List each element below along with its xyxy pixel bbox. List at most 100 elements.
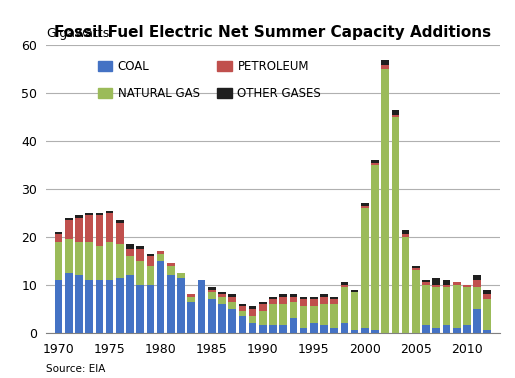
Bar: [249, 316, 256, 323]
Bar: [443, 280, 450, 285]
Bar: [361, 328, 369, 333]
Bar: [96, 213, 103, 215]
Bar: [126, 249, 134, 256]
Bar: [351, 290, 358, 292]
Bar: [340, 323, 348, 333]
Bar: [259, 304, 267, 311]
Bar: [330, 297, 338, 299]
Bar: [228, 302, 236, 309]
Bar: [198, 280, 205, 333]
Bar: [96, 246, 103, 280]
Bar: [259, 302, 267, 304]
Bar: [65, 239, 73, 273]
Bar: [361, 203, 369, 206]
Bar: [136, 246, 144, 249]
Bar: [218, 294, 226, 297]
Bar: [279, 297, 287, 304]
Bar: [116, 277, 124, 333]
Bar: [279, 294, 287, 297]
Bar: [330, 299, 338, 304]
Bar: [75, 275, 83, 333]
Bar: [310, 306, 318, 323]
Bar: [289, 294, 297, 297]
Bar: [249, 309, 256, 316]
Bar: [55, 232, 62, 234]
Bar: [238, 311, 246, 316]
Bar: [391, 115, 399, 117]
Bar: [65, 218, 73, 220]
Bar: [453, 328, 460, 333]
Bar: [136, 249, 144, 261]
Bar: [484, 294, 491, 299]
Bar: [412, 266, 420, 268]
Bar: [340, 282, 348, 285]
Bar: [473, 309, 481, 333]
Bar: [351, 292, 358, 330]
Bar: [443, 287, 450, 325]
Bar: [85, 242, 93, 280]
Bar: [412, 268, 420, 270]
Bar: [371, 160, 379, 163]
Bar: [228, 297, 236, 302]
Bar: [300, 299, 307, 306]
Bar: [208, 287, 216, 290]
Bar: [106, 213, 113, 242]
Bar: [382, 65, 389, 69]
Bar: [238, 316, 246, 333]
Bar: [136, 285, 144, 333]
Bar: [157, 254, 164, 261]
Bar: [433, 328, 440, 333]
Title: Fossil Fuel Electric Net Summer Capacity Additions: Fossil Fuel Electric Net Summer Capacity…: [55, 25, 491, 40]
Bar: [136, 261, 144, 285]
Bar: [453, 285, 460, 328]
Bar: [320, 294, 328, 297]
Bar: [269, 299, 277, 304]
Bar: [279, 325, 287, 333]
Bar: [463, 325, 471, 333]
Bar: [433, 285, 440, 287]
Bar: [75, 242, 83, 275]
Bar: [422, 325, 430, 333]
Bar: [147, 256, 154, 266]
Bar: [218, 292, 226, 294]
Bar: [361, 206, 369, 208]
Bar: [116, 220, 124, 223]
Bar: [96, 215, 103, 246]
Bar: [126, 244, 134, 249]
Text: Gigawatts: Gigawatts: [46, 26, 110, 40]
Bar: [55, 234, 62, 242]
Bar: [167, 275, 175, 333]
Bar: [147, 285, 154, 333]
Bar: [351, 330, 358, 333]
Bar: [208, 292, 216, 299]
Bar: [433, 287, 440, 328]
Bar: [249, 323, 256, 333]
Bar: [126, 275, 134, 333]
Bar: [75, 215, 83, 218]
Bar: [361, 208, 369, 328]
Bar: [382, 60, 389, 65]
Bar: [259, 311, 267, 325]
Bar: [371, 165, 379, 330]
Bar: [340, 287, 348, 323]
Bar: [443, 285, 450, 287]
Bar: [422, 282, 430, 285]
Bar: [289, 297, 297, 302]
Bar: [310, 299, 318, 306]
Bar: [484, 330, 491, 333]
Bar: [463, 287, 471, 325]
Bar: [177, 273, 185, 277]
Bar: [453, 282, 460, 285]
Bar: [340, 285, 348, 287]
Bar: [443, 325, 450, 333]
Bar: [422, 285, 430, 325]
Bar: [238, 304, 246, 306]
Bar: [106, 280, 113, 333]
Bar: [371, 330, 379, 333]
Bar: [473, 280, 481, 287]
Bar: [55, 280, 62, 333]
Bar: [238, 306, 246, 311]
Bar: [320, 297, 328, 304]
Bar: [463, 285, 471, 287]
Bar: [269, 325, 277, 333]
